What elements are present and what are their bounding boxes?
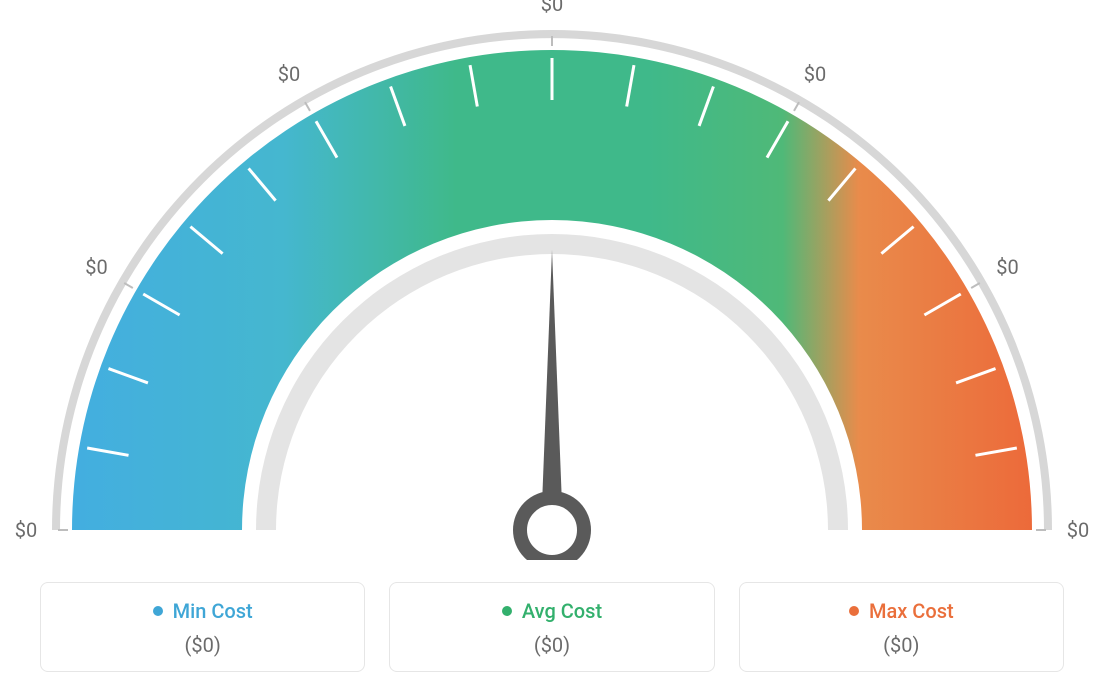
legend-label-min: Min Cost [173, 599, 253, 623]
gauge-tick-label: $0 [996, 255, 1018, 279]
legend-label-avg: Avg Cost [522, 599, 602, 623]
legend-card-min: Min Cost ($0) [40, 582, 365, 672]
gauge-tick-label: $0 [85, 255, 107, 279]
legend-title-max: Max Cost [849, 599, 954, 623]
legend-card-max: Max Cost ($0) [739, 582, 1064, 672]
gauge-tick-label: $0 [541, 0, 563, 16]
legend-title-min: Min Cost [153, 599, 253, 623]
gauge-tick-label: $0 [804, 62, 826, 86]
gauge-svg [0, 0, 1104, 560]
legend-row: Min Cost ($0) Avg Cost ($0) Max Cost ($0… [40, 582, 1064, 672]
cost-gauge-infographic: $0 $0 $0 $0 $0 $0 $0 Min Cost ($0) Avg Cost ($… [0, 0, 1104, 690]
legend-value-min: ($0) [51, 633, 354, 657]
legend-value-max: ($0) [750, 633, 1053, 657]
legend-title-avg: Avg Cost [502, 599, 602, 623]
gauge-tick-label: $0 [278, 62, 300, 86]
gauge-tick-label: $0 [15, 518, 37, 542]
legend-dot-avg [502, 606, 512, 616]
legend-label-max: Max Cost [869, 599, 954, 623]
legend-card-avg: Avg Cost ($0) [389, 582, 714, 672]
legend-dot-max [849, 606, 859, 616]
legend-value-avg: ($0) [400, 633, 703, 657]
gauge-tick-label: $0 [1067, 518, 1089, 542]
legend-dot-min [153, 606, 163, 616]
gauge-area: $0 $0 $0 $0 $0 $0 $0 [0, 0, 1104, 560]
